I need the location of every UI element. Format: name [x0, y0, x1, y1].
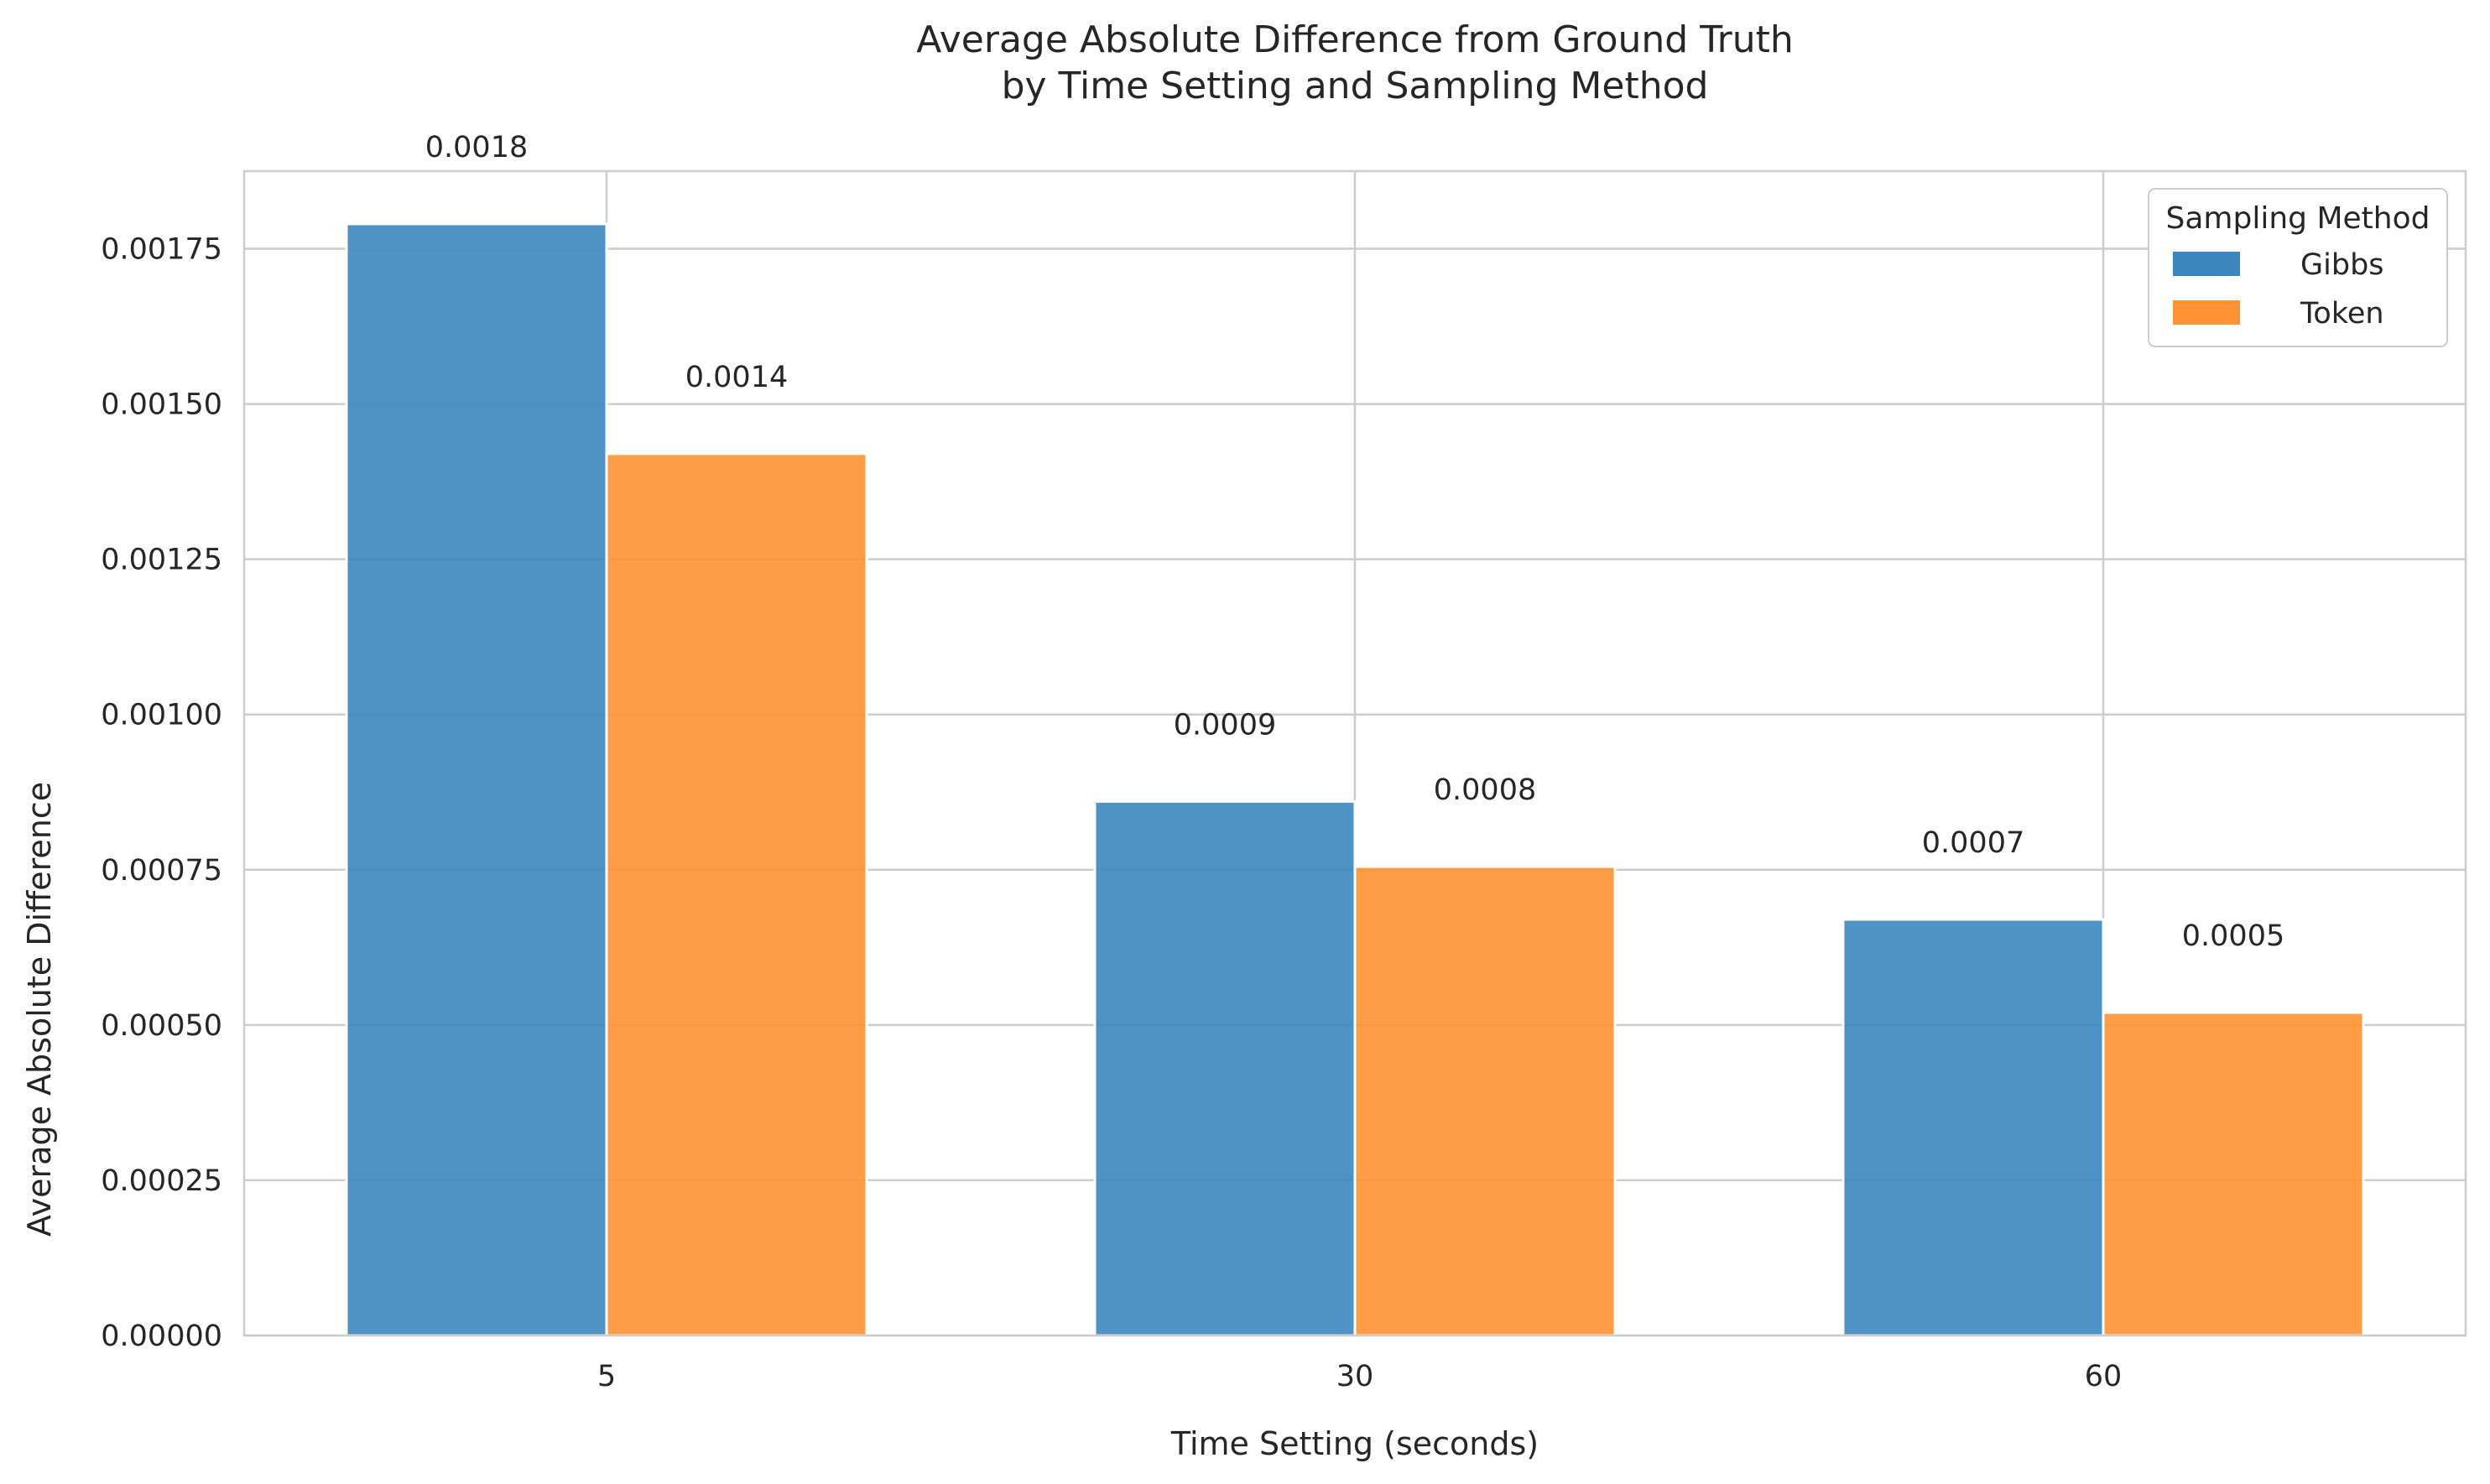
- data-label-gibbs-5: 0.0018: [425, 131, 528, 164]
- legend-label-token: Token: [2300, 297, 2384, 331]
- y-tick-label: 0.00150: [101, 388, 222, 422]
- bar-gibbs-30: [1093, 799, 1357, 1337]
- legend: Sampling Method Gibbs Token: [2148, 188, 2448, 347]
- y-tick-label: 0.00100: [101, 699, 222, 732]
- x-tick-label: 60: [2085, 1360, 2123, 1393]
- x-axis-label: Time Setting (seconds): [1170, 1425, 1539, 1462]
- bar-gibbs-5: [345, 222, 608, 1337]
- y-tick-label: 0.00125: [101, 544, 222, 577]
- y-tick-label: 0.00000: [101, 1320, 222, 1353]
- chart-title-line-2: by Time Setting and Sampling Method: [1002, 65, 1709, 107]
- bar-token-5: [605, 452, 868, 1337]
- bar-group: [345, 222, 2365, 1337]
- x-tick-label: 5: [597, 1360, 616, 1393]
- y-tick-label: 0.00050: [101, 1009, 222, 1043]
- chart-title-line-1: Average Absolute Difference from Ground …: [916, 18, 1794, 61]
- x-tick-label: 30: [1336, 1360, 1374, 1393]
- bar-token-60: [2102, 1011, 2365, 1337]
- y-tick-label: 0.00025: [101, 1164, 222, 1198]
- legend-title: Sampling Method: [2166, 201, 2430, 236]
- data-label-group: 0.0018 0.0009 0.0007 0.0014 0.0008 0.0005: [425, 131, 2284, 953]
- y-tick-label: 0.00075: [101, 854, 222, 888]
- x-axis-ticks: 5 30 60: [597, 1360, 2122, 1393]
- y-axis-ticks: 0.00000 0.00025 0.00050 0.00075 0.00100 0.001…: [101, 233, 222, 1353]
- legend-swatch-token: [2173, 300, 2240, 325]
- plot-area-frame: [242, 169, 2467, 1337]
- y-axis-label: Average Absolute Difference: [21, 782, 58, 1237]
- y-tick-label: 0.00175: [101, 233, 222, 267]
- bar-token-30: [1353, 865, 1617, 1337]
- data-label-token-60: 0.0005: [2182, 919, 2284, 953]
- legend-label-gibbs: Gibbs: [2300, 248, 2384, 282]
- legend-swatch-gibbs: [2173, 252, 2240, 276]
- bar-gibbs-60: [1841, 918, 2105, 1337]
- data-label-gibbs-30: 0.0009: [1174, 708, 1276, 742]
- data-label-gibbs-60: 0.0007: [1922, 826, 2024, 860]
- data-label-token-5: 0.0014: [685, 361, 788, 394]
- data-label-token-30: 0.0008: [1434, 773, 1536, 807]
